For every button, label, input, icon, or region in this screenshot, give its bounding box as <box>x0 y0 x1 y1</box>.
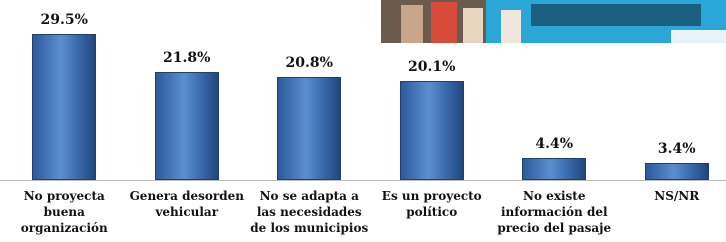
photo <box>381 0 726 49</box>
category-label: No proyecta buena organización <box>3 188 125 236</box>
category-label: No existe información del precio del pas… <box>493 188 615 236</box>
category-label: Genera desorden vehicular <box>126 188 248 220</box>
baseline <box>0 180 726 181</box>
value-label: 20.1% <box>377 59 487 75</box>
bar <box>277 77 341 180</box>
category-label: Es un proyecto político <box>371 188 493 220</box>
value-label: 21.8% <box>132 50 242 66</box>
bar <box>32 34 96 180</box>
category-label: NS/NR <box>616 188 726 204</box>
page: {"chart_data": {"type": "bar", "categori… <box>0 0 726 242</box>
bar <box>522 158 586 180</box>
bar <box>155 72 219 180</box>
value-label: 20.8% <box>254 55 364 71</box>
bar <box>400 81 464 180</box>
value-label: 29.5% <box>9 12 119 28</box>
category-label: No se adapta a las necesidades de los mu… <box>248 188 370 236</box>
value-label: 4.4% <box>499 136 609 152</box>
value-label: 3.4% <box>622 141 726 157</box>
bar <box>645 163 709 180</box>
chart: 29.5% No proyecta buena organización 21.8%… <box>0 0 726 242</box>
